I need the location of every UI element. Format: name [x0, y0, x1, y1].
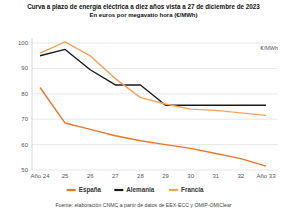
y-tick-label: 80	[21, 91, 28, 97]
grid-line	[32, 93, 278, 94]
legend-swatch	[67, 189, 76, 191]
lines	[40, 42, 266, 166]
grid-line	[32, 170, 278, 171]
x-tick-label: 25	[62, 173, 69, 179]
legend-label: Francia	[181, 186, 204, 193]
legend-swatch	[114, 189, 123, 191]
series-line	[40, 88, 266, 167]
legend-label: Alemania	[126, 186, 154, 193]
y-tick-label: 70	[21, 116, 28, 122]
y-tick-label: 50	[21, 167, 28, 173]
subtitle: En euros por megavatio hora (€/MWh)	[89, 12, 197, 18]
x-tick-label: 32	[238, 173, 245, 179]
y-tick-label: 90	[21, 65, 28, 71]
series-line	[40, 49, 266, 105]
y-tick-label: 100	[18, 40, 29, 46]
x-tick-label: 26	[87, 173, 94, 179]
chart: Curva a plazo de energía eléctrica a die…	[0, 0, 287, 215]
legend-swatch	[169, 189, 178, 191]
x-tick-label: Año 33	[256, 173, 276, 179]
series-line	[40, 42, 266, 116]
x-tick-label: 28	[137, 173, 144, 179]
legend-label: España	[79, 186, 102, 194]
title: Curva a plazo de energía eléctrica a die…	[27, 3, 260, 11]
grid-line	[32, 68, 278, 69]
y-tick-label: 60	[21, 142, 28, 148]
x-tick-label: 30	[187, 173, 194, 179]
grid-line	[32, 119, 278, 120]
y-axis-label: €/MWh	[261, 45, 278, 51]
source: Fuente: elaboración CNMC a partir de dat…	[55, 202, 231, 208]
x-tick-label: 27	[112, 173, 119, 179]
x-tick-label: Año 24	[30, 173, 50, 179]
y-axis-line	[32, 38, 33, 170]
x-tick-label: 31	[212, 173, 219, 179]
x-tick-label: 29	[162, 173, 169, 179]
grid-line	[32, 144, 278, 145]
